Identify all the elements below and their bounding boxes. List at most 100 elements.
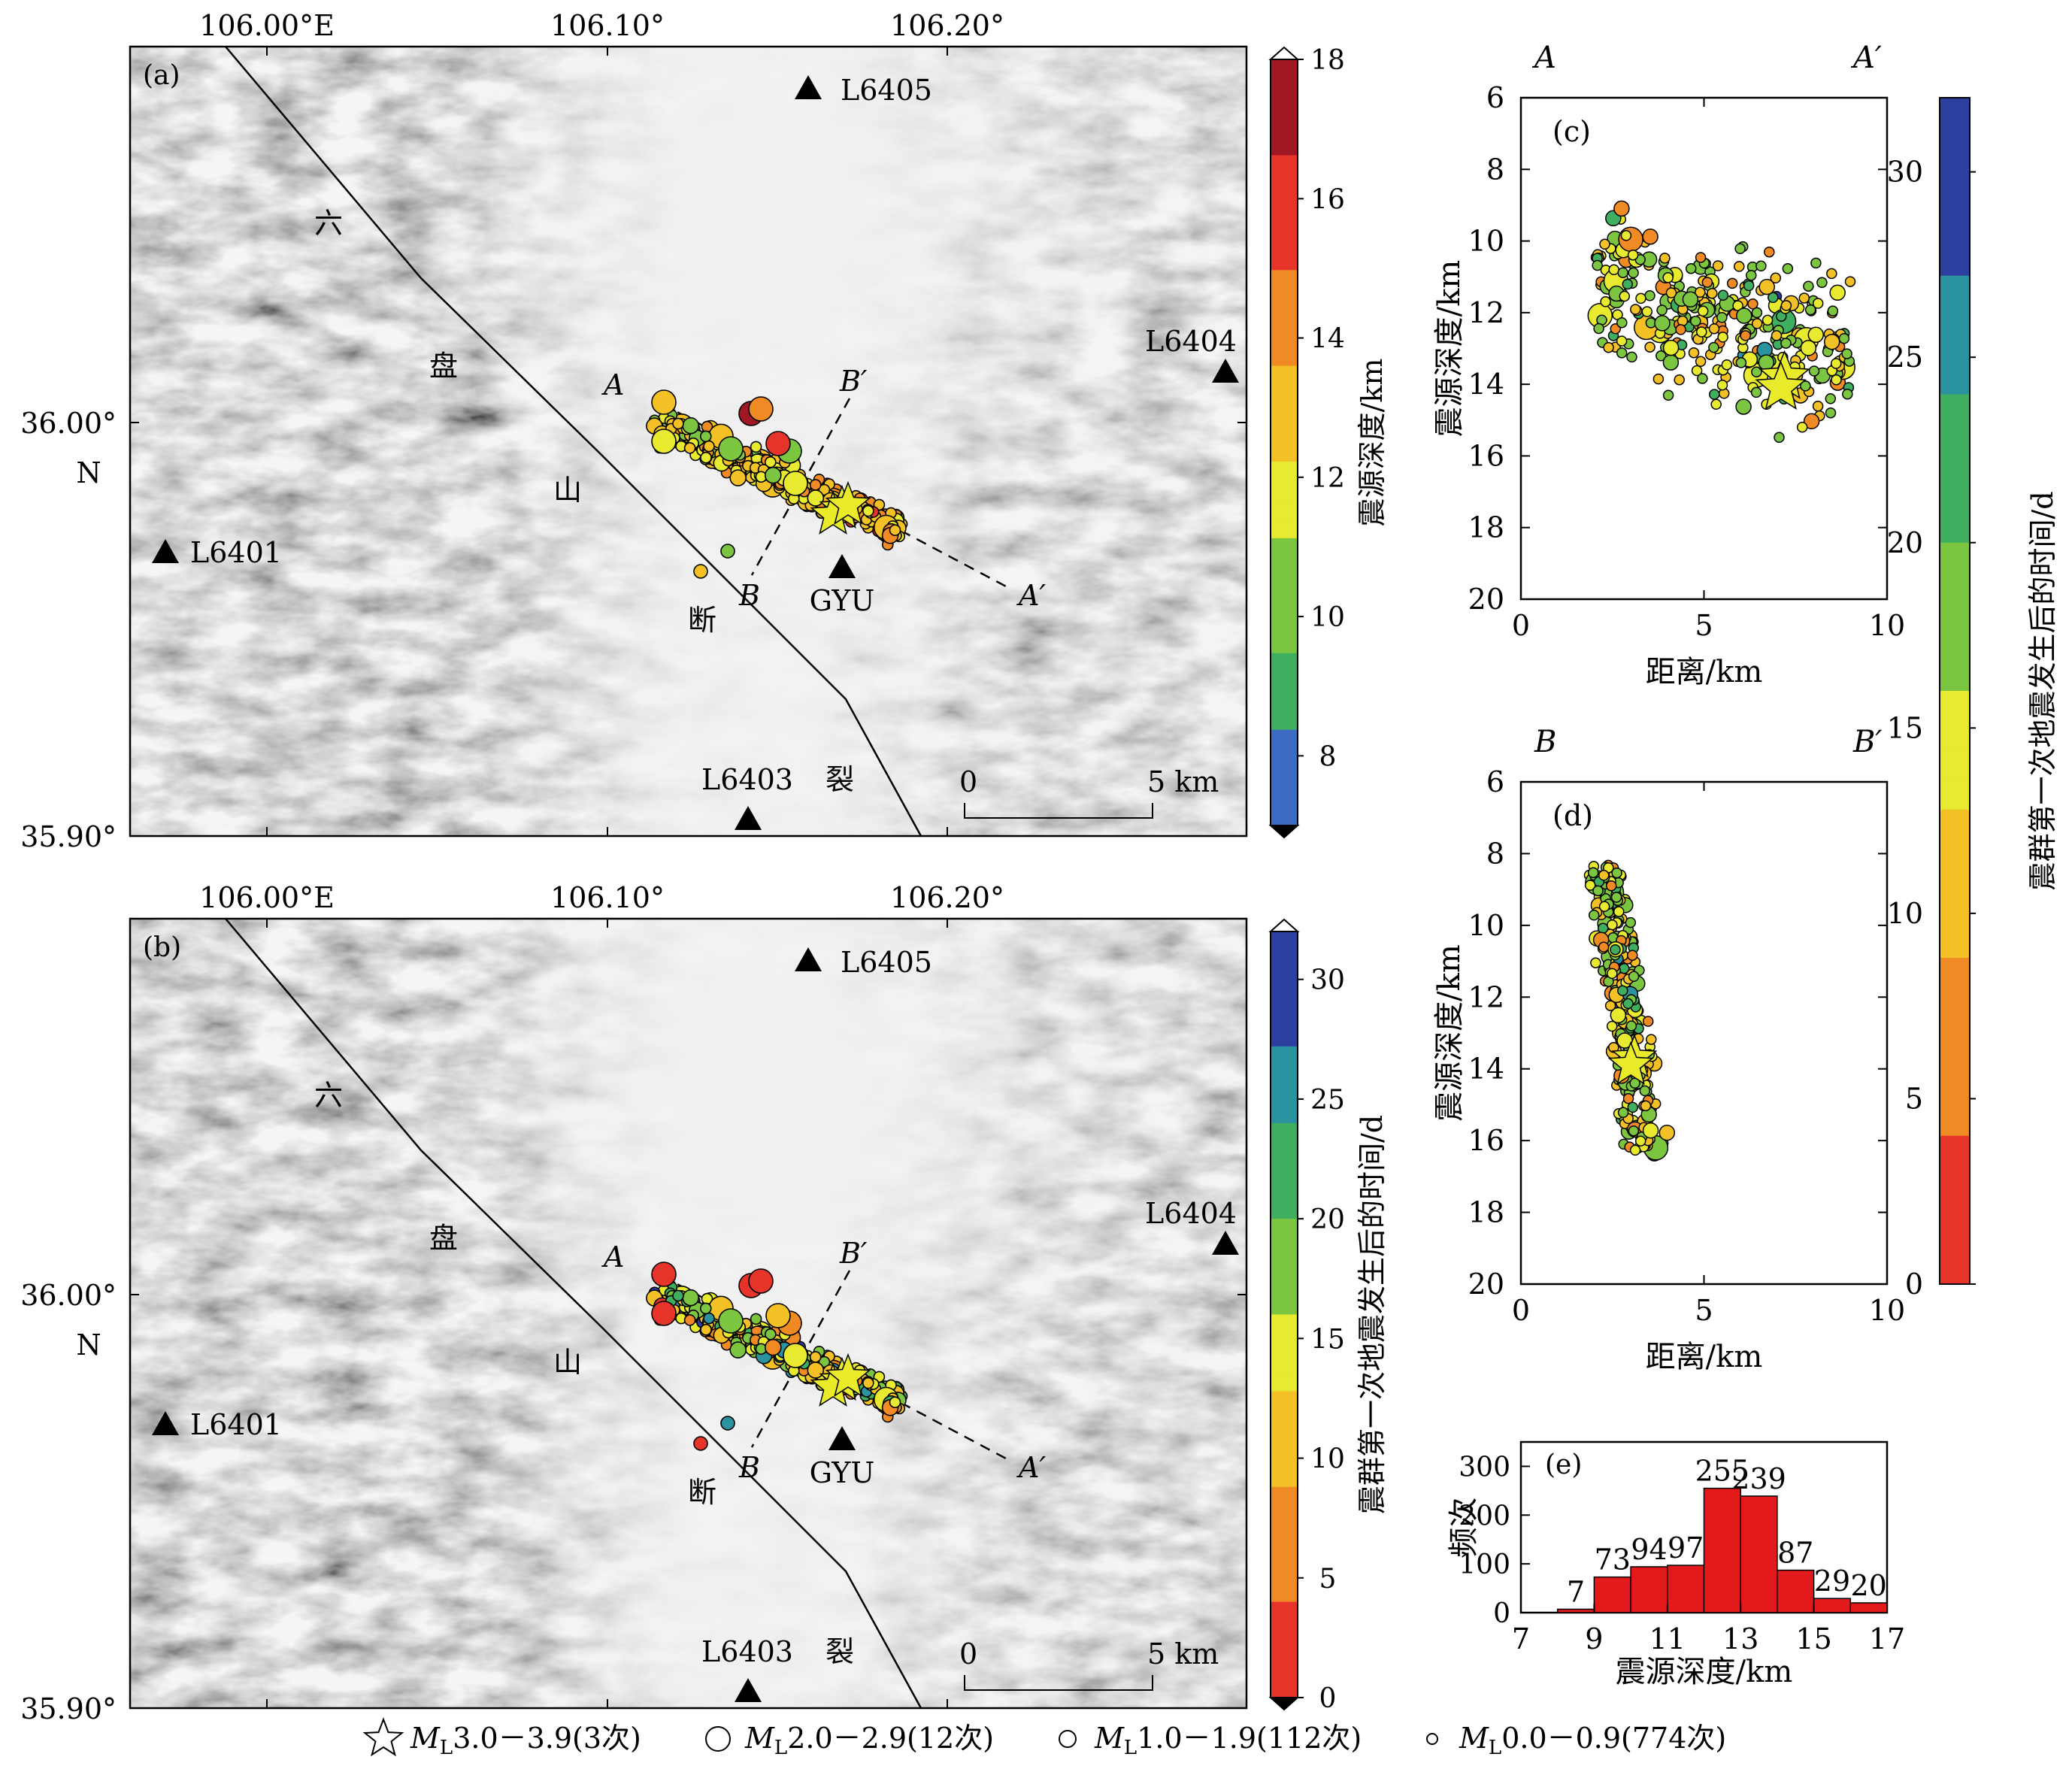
fault-line xyxy=(225,47,922,836)
profile-label-b: B xyxy=(738,1451,760,1484)
fault-char: 盘 xyxy=(429,1222,458,1255)
profile-event xyxy=(1717,289,1729,301)
profile-event xyxy=(1740,330,1751,341)
profile-event xyxy=(1716,379,1728,391)
y-tick-label: 20 xyxy=(1468,1268,1504,1301)
profile-event xyxy=(1691,365,1703,377)
fault-char: 山 xyxy=(553,474,582,507)
panel-label: (e) xyxy=(1545,1449,1582,1480)
station-triangle-icon xyxy=(828,554,856,578)
legend-sub: L xyxy=(1124,1737,1137,1759)
profile-label-a2: A′ xyxy=(1016,579,1046,612)
lon-label: 106.10° xyxy=(550,9,665,42)
colorbar-segment xyxy=(1940,453,1970,484)
hist-x-tick-label: 7 xyxy=(1512,1622,1530,1655)
colorbar-segment xyxy=(1271,499,1298,519)
profile-event xyxy=(1622,998,1634,1010)
profile-event xyxy=(1644,290,1655,301)
profile-event xyxy=(1610,1007,1627,1024)
profile-event xyxy=(1616,335,1628,347)
profile-left-label: B xyxy=(1534,725,1556,759)
colorbar-segment xyxy=(1940,275,1970,306)
hist-y-tick-label: 200 xyxy=(1459,1501,1510,1531)
event-star xyxy=(825,480,871,525)
legend-m: M xyxy=(744,1722,775,1755)
colorbar-segment xyxy=(1271,308,1298,329)
colorbar-segment xyxy=(1271,1640,1298,1660)
x-tick-label: 5 xyxy=(1695,1294,1713,1327)
profile-event xyxy=(1746,269,1757,281)
colorbar-tick-label: 15 xyxy=(1887,711,1923,744)
lat-n-label: N xyxy=(76,456,101,489)
lat-label: 35.90° xyxy=(20,1692,117,1725)
y-tick-label: 10 xyxy=(1468,909,1504,942)
colorbar-bottom-arrow xyxy=(1268,1697,1300,1711)
colorbar-segment xyxy=(1271,97,1298,117)
x-axis-label: 距离/km xyxy=(1646,1340,1763,1374)
event-circle xyxy=(699,1302,712,1315)
colorbar-segment xyxy=(1271,672,1298,692)
colorbar-segment xyxy=(1271,931,1298,952)
x-tick-label: 0 xyxy=(1512,1294,1530,1327)
y-tick-label: 20 xyxy=(1468,583,1504,616)
legend-circle-icon xyxy=(1426,1733,1438,1745)
station-label: L6401 xyxy=(190,1408,282,1441)
profile-event xyxy=(1659,253,1671,264)
station-triangle-icon xyxy=(152,539,179,563)
profile-event xyxy=(1750,386,1762,398)
colorbar-segment xyxy=(1271,557,1298,577)
legend-mag: 0.0－0.9(774次) xyxy=(1501,1722,1726,1755)
y-tick-label: 12 xyxy=(1468,296,1504,329)
profile-event xyxy=(1721,359,1733,371)
event-circle xyxy=(807,489,825,507)
station-triangle-icon xyxy=(828,1426,856,1450)
colorbar-tick-label: 5 xyxy=(1905,1082,1923,1115)
colorbar-segment xyxy=(1271,385,1298,405)
profile-event xyxy=(1780,338,1792,349)
profile-event xyxy=(1842,388,1853,400)
colorbar-segment xyxy=(1940,1225,1970,1256)
colorbar-segment xyxy=(1271,1601,1298,1622)
colorbar-segment xyxy=(1940,898,1970,929)
profile-event xyxy=(1751,307,1763,319)
station-triangle-icon xyxy=(1212,1231,1239,1255)
colorbar-tick-label: 25 xyxy=(1887,341,1923,374)
profile-label-b2: B′ xyxy=(839,365,868,398)
profile-event xyxy=(1592,259,1603,271)
colorbar-segment xyxy=(1940,691,1970,722)
profile-event xyxy=(1613,200,1630,217)
fault-char: 断 xyxy=(688,1476,716,1509)
colorbar-tick-label: 25 xyxy=(1310,1085,1345,1116)
profile-event xyxy=(1652,373,1665,385)
colorbar-segment xyxy=(1271,1295,1298,1316)
profile-event xyxy=(1735,357,1747,368)
colorbar-segment xyxy=(1940,1254,1970,1285)
lat-n-label: N xyxy=(76,1328,101,1362)
legend-sub: L xyxy=(440,1737,453,1759)
profile-line-bb xyxy=(750,398,851,576)
event-circle xyxy=(889,1396,901,1408)
profile-event xyxy=(1774,432,1785,444)
colorbar-segment xyxy=(1271,1563,1298,1583)
event-circle xyxy=(683,1314,696,1326)
event-circle xyxy=(683,442,696,454)
hist-bar-label: 7 xyxy=(1567,1575,1585,1608)
profile-event xyxy=(1593,323,1604,335)
colorbar-segment xyxy=(1271,950,1298,971)
station-triangle-icon xyxy=(152,1411,179,1435)
hist-y-tick-label: 100 xyxy=(1459,1549,1510,1580)
profile-event xyxy=(1599,238,1610,250)
colorbar-segment xyxy=(1271,970,1298,990)
profile-event xyxy=(1712,260,1724,271)
profile-event xyxy=(1717,332,1728,343)
profile-event xyxy=(1685,262,1697,274)
profile-event xyxy=(1708,323,1720,335)
profile-event xyxy=(1844,276,1856,287)
profile-event xyxy=(1639,1085,1651,1097)
colorbar-segment xyxy=(1271,1161,1298,1181)
lat-label: 36.00° xyxy=(20,407,117,440)
profile-star xyxy=(1755,360,1807,410)
scale-five: 5 km xyxy=(1147,765,1219,798)
colorbar-segment xyxy=(1271,1084,1298,1104)
